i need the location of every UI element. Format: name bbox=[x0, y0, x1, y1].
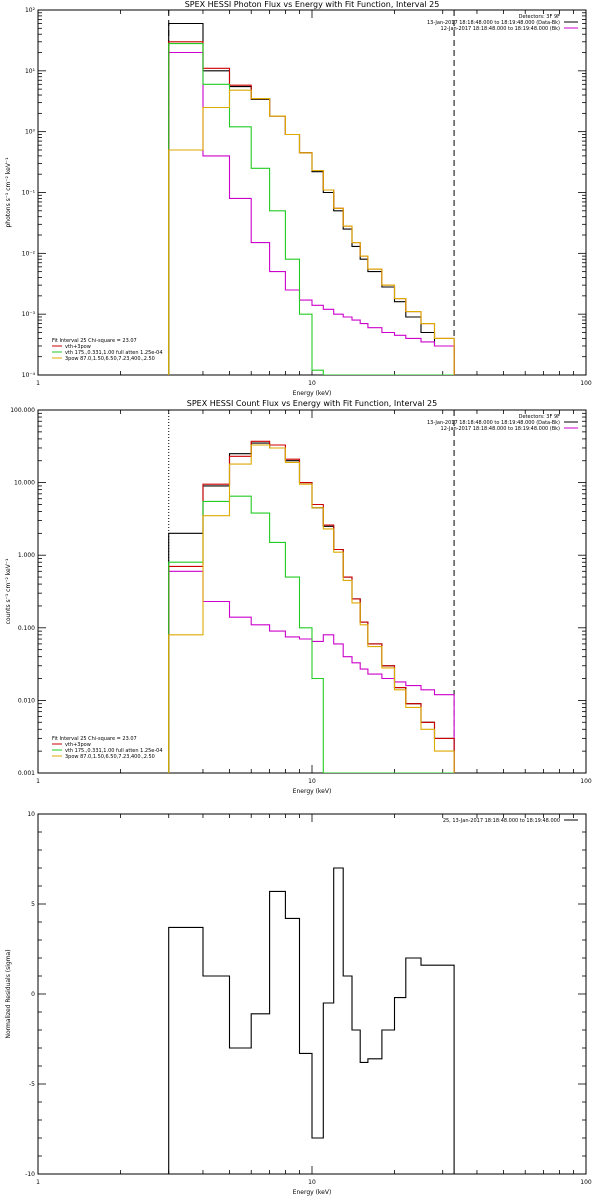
x-tick-label: 100 bbox=[580, 778, 592, 785]
y-tick-label: 10¹ bbox=[25, 68, 36, 75]
y-axis-label-1: counts s⁻¹ cm⁻² keV⁻¹ bbox=[5, 558, 12, 624]
series-line-4 bbox=[168, 89, 455, 375]
y-tick-label: 0.001 bbox=[18, 770, 35, 777]
plot-frame-1 bbox=[37, 409, 587, 774]
legend-top-item: 13-Jan-2017 18:18:48.000 to 18:19:48.000… bbox=[427, 420, 560, 426]
y-tick-label: 0.010 bbox=[18, 697, 35, 704]
y-tick-label: -5 bbox=[29, 1081, 35, 1088]
x-tick-label: 100 bbox=[580, 1179, 592, 1186]
x-tick-label: 1 bbox=[36, 778, 40, 785]
legend-bottom-item: Fit Interval 25 Chi-square = 23.07 bbox=[52, 736, 137, 742]
series-line-2 bbox=[168, 41, 455, 375]
legend-bottom-item: vth+3pow bbox=[65, 742, 91, 748]
legend-top-item: 13-Jan-2017 18:18:48.000 to 18:19:48.000… bbox=[427, 20, 560, 26]
legend-top-item: 12-Jan-2017 18:18:48.000 to 18:19:48.000… bbox=[441, 26, 561, 32]
series-line-0 bbox=[168, 22, 455, 375]
series-line-2 bbox=[168, 440, 455, 773]
y-axis-label-2: Normalized Residuals (sigma) bbox=[5, 949, 12, 1038]
series-line-4 bbox=[168, 444, 455, 773]
x-tick-label: 10 bbox=[308, 778, 316, 785]
y-tick-label: 10² bbox=[25, 7, 36, 14]
y-axis-label-0: photons s⁻¹ cm⁻² keV⁻¹ bbox=[5, 157, 12, 228]
x-tick-label: 10 bbox=[308, 380, 316, 387]
y-tick-label: 10 bbox=[27, 811, 35, 818]
x-tick-label: 1 bbox=[36, 1179, 40, 1186]
y-tick-label: 10.000 bbox=[14, 480, 35, 487]
legend-bottom-item: 3pow 87.0,1.50,6.50,7.23,400.,2.50 bbox=[65, 356, 155, 362]
x-tick-label: 100 bbox=[580, 380, 592, 387]
x-tick-label: 1 bbox=[36, 380, 40, 387]
y-tick-label: 5 bbox=[31, 901, 35, 908]
y-tick-label: 0 bbox=[31, 991, 35, 998]
y-tick-label: -10 bbox=[25, 1171, 35, 1178]
chart-title-1: SPEX HESSI Count Flux vs Energy with Fit… bbox=[187, 399, 438, 408]
y-tick-label: 0.100 bbox=[18, 625, 35, 632]
legend-top-item: Detectors: 3F 9F bbox=[519, 14, 560, 20]
y-tick-label: 100.000 bbox=[10, 407, 35, 414]
y-tick-label: 10⁻¹ bbox=[22, 190, 36, 197]
series-line-1 bbox=[168, 570, 455, 773]
legend-top-item: 12-Jan-2017 18:18:48.000 to 18:19:48.000… bbox=[441, 426, 561, 432]
y-tick-label: 1.000 bbox=[18, 552, 35, 559]
series-line-3 bbox=[168, 495, 455, 773]
series-line-3 bbox=[168, 43, 455, 375]
chart-title-0: SPEX HESSI Photon Flux vs Energy with Fi… bbox=[185, 0, 440, 9]
series-line-0 bbox=[168, 442, 455, 773]
legend-bottom-item: vth 175.,0.331,1.00 full atten 1.25e-04 bbox=[65, 350, 163, 356]
series-line-1 bbox=[168, 51, 455, 375]
x-axis-label-2: Energy (keV) bbox=[293, 1189, 332, 1196]
legend-bottom-item: 3pow 87.0,1.50,6.50,7.23,400.,2.50 bbox=[65, 754, 155, 760]
y-tick-label: 10⁰ bbox=[25, 129, 36, 136]
y-tick-label: 10⁻⁴ bbox=[22, 372, 36, 379]
series-line-0 bbox=[168, 867, 455, 1174]
legend-bottom-item: vth 175.,0.331,1.00 full atten 1.25e-04 bbox=[65, 748, 163, 754]
legend-bottom-item: Fit Interval 25 Chi-square = 23.07 bbox=[52, 338, 137, 344]
legend-top-item: 25, 13-Jan-2017 18:18:48.000 to 18:19:48… bbox=[443, 818, 560, 824]
x-tick-label: 10 bbox=[308, 1179, 316, 1186]
legend-top-item: Detectors: 3F 9F bbox=[519, 414, 560, 420]
legend-bottom-item: vth+3pow bbox=[65, 344, 91, 350]
x-axis-label-1: Energy (keV) bbox=[293, 788, 332, 795]
x-axis-label-0: Energy (keV) bbox=[293, 390, 332, 397]
y-tick-label: 10⁻² bbox=[22, 250, 36, 257]
y-tick-label: 10⁻³ bbox=[22, 311, 36, 318]
